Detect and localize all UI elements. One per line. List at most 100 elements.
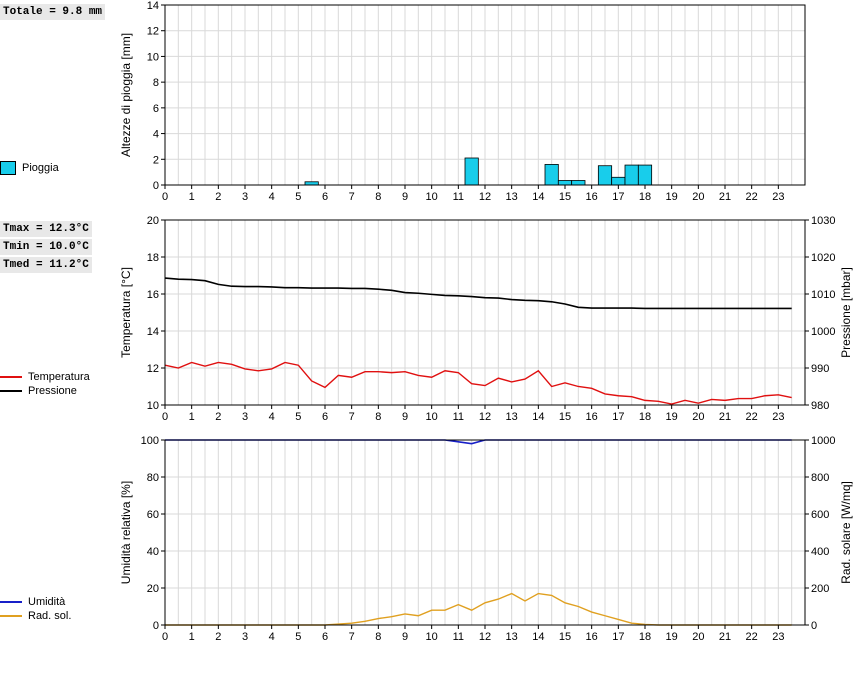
svg-text:19: 19 (666, 191, 678, 203)
svg-text:10: 10 (426, 411, 438, 423)
svg-text:11: 11 (453, 411, 464, 423)
svg-text:9: 9 (402, 411, 408, 423)
svg-text:14: 14 (532, 191, 544, 203)
svg-text:60: 60 (147, 509, 159, 521)
svg-text:15: 15 (559, 411, 571, 423)
rain-total-badge: Totale = 9.8 mm (0, 4, 105, 20)
svg-text:20: 20 (692, 191, 704, 203)
svg-text:10: 10 (147, 400, 159, 412)
svg-text:3: 3 (242, 411, 248, 423)
hum-rad-chart: 0204060801000123456789101112131415161718… (115, 425, 860, 645)
svg-text:40: 40 (147, 546, 159, 558)
svg-text:2: 2 (215, 191, 221, 203)
hum-legend: Umidità (0, 596, 71, 608)
temp-press-chart: 1012141618200123456789101112131415161718… (115, 205, 860, 425)
svg-text:15: 15 (559, 191, 571, 203)
svg-text:16: 16 (147, 289, 159, 301)
svg-text:100: 100 (141, 435, 159, 447)
svg-text:Umidità relativa [%]: Umidità relativa [%] (119, 481, 133, 584)
svg-text:13: 13 (506, 191, 518, 203)
svg-text:10: 10 (426, 631, 438, 643)
svg-text:1000: 1000 (811, 435, 835, 447)
svg-text:1020: 1020 (811, 252, 835, 264)
svg-text:17: 17 (612, 411, 624, 423)
svg-text:12: 12 (147, 363, 159, 375)
svg-text:Rad. solare [W/mq]: Rad. solare [W/mq] (839, 481, 853, 584)
press-line-icon (0, 390, 22, 392)
svg-text:2: 2 (215, 631, 221, 643)
svg-text:20: 20 (147, 583, 159, 595)
temp-legend-label: Temperatura (28, 371, 90, 383)
rad-legend: Rad. sol. (0, 610, 71, 622)
temp-line-icon (0, 376, 22, 378)
svg-text:23: 23 (772, 191, 784, 203)
svg-text:11: 11 (453, 631, 464, 643)
svg-text:22: 22 (746, 191, 758, 203)
svg-text:3: 3 (242, 191, 248, 203)
svg-text:16: 16 (586, 191, 598, 203)
svg-text:22: 22 (746, 411, 758, 423)
svg-text:Temperatura [°C]: Temperatura [°C] (119, 267, 133, 358)
svg-text:22: 22 (746, 631, 758, 643)
svg-text:15: 15 (559, 631, 571, 643)
svg-text:9: 9 (402, 631, 408, 643)
svg-text:20: 20 (692, 631, 704, 643)
svg-text:8: 8 (375, 411, 381, 423)
svg-text:20: 20 (692, 411, 704, 423)
svg-text:23: 23 (772, 631, 784, 643)
rain-chart: 0246810121401234567891011121314151617181… (115, 0, 860, 205)
svg-text:19: 19 (666, 411, 678, 423)
svg-text:2: 2 (215, 411, 221, 423)
press-legend-label: Pressione (28, 385, 77, 397)
svg-text:17: 17 (612, 631, 624, 643)
svg-text:18: 18 (147, 252, 159, 264)
svg-text:13: 13 (506, 631, 518, 643)
svg-text:4: 4 (269, 631, 275, 643)
press-legend: Pressione (0, 385, 90, 397)
svg-text:1030: 1030 (811, 215, 835, 227)
svg-text:0: 0 (162, 411, 168, 423)
tmin-badge: Tmin = 10.0°C (0, 239, 92, 255)
svg-text:8: 8 (153, 77, 159, 89)
svg-text:16: 16 (586, 411, 598, 423)
svg-text:20: 20 (147, 215, 159, 227)
svg-text:0: 0 (153, 620, 159, 632)
svg-text:7: 7 (349, 631, 355, 643)
svg-text:8: 8 (375, 631, 381, 643)
svg-text:1: 1 (189, 191, 195, 203)
svg-text:18: 18 (639, 191, 651, 203)
svg-text:4: 4 (269, 411, 275, 423)
svg-text:23: 23 (772, 411, 784, 423)
hum-line-icon (0, 601, 22, 603)
svg-text:5: 5 (295, 191, 301, 203)
svg-text:1000: 1000 (811, 326, 835, 338)
svg-text:5: 5 (295, 411, 301, 423)
svg-text:400: 400 (811, 546, 829, 558)
svg-text:14: 14 (532, 631, 544, 643)
charts-column: 0246810121401234567891011121314151617181… (115, 0, 860, 649)
rad-line-icon (0, 615, 22, 617)
rain-swatch-icon (0, 161, 16, 175)
svg-text:7: 7 (349, 191, 355, 203)
svg-text:Pressione [mbar]: Pressione [mbar] (839, 267, 853, 358)
svg-text:800: 800 (811, 472, 829, 484)
svg-text:14: 14 (532, 411, 544, 423)
svg-text:2: 2 (153, 154, 159, 166)
svg-text:14: 14 (147, 326, 159, 338)
svg-text:Altezze di pioggia [mm]: Altezze di pioggia [mm] (119, 33, 133, 157)
svg-text:19: 19 (666, 631, 678, 643)
svg-text:6: 6 (322, 631, 328, 643)
svg-text:980: 980 (811, 400, 829, 412)
svg-text:8: 8 (375, 191, 381, 203)
svg-text:18: 18 (639, 631, 651, 643)
svg-text:0: 0 (162, 631, 168, 643)
svg-text:200: 200 (811, 583, 829, 595)
svg-text:21: 21 (719, 631, 731, 643)
temp-legend: Temperatura (0, 371, 90, 383)
rad-legend-label: Rad. sol. (28, 610, 71, 622)
svg-text:21: 21 (719, 191, 731, 203)
rain-legend: Pioggia (0, 161, 59, 175)
svg-text:9: 9 (402, 191, 408, 203)
svg-text:4: 4 (269, 191, 275, 203)
svg-text:1: 1 (189, 631, 195, 643)
